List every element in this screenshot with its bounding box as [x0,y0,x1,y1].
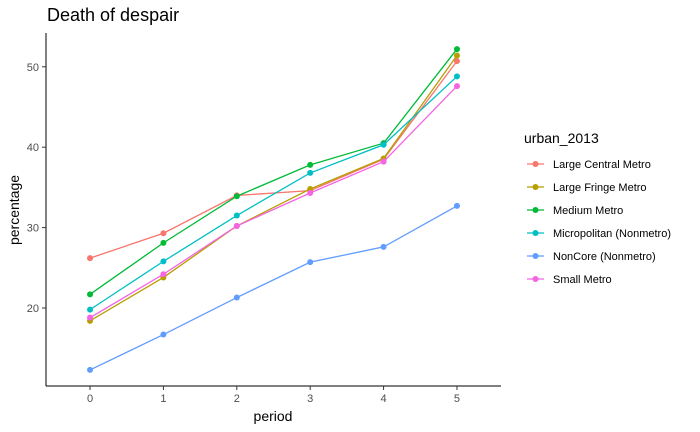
series-line [89,75,458,311]
plot-area: 0 1 2 3 4 5 20 30 40 50 [27,33,501,405]
legend-label: Large Central Metro [553,159,651,171]
series-line [89,55,458,322]
data-point [453,58,460,65]
legend-items: Large Central Metro Large Fringe Metro Med… [527,159,671,286]
data-point [453,202,460,209]
legend-key-point [532,184,539,190]
series-3 [87,73,460,313]
legend-item: Large Central Metro [527,159,651,171]
data-point [307,161,314,168]
legend-item: Micropolitan (Nonmetro) [527,228,671,240]
data-point [233,294,240,301]
data-point [453,46,460,53]
y-tick-label: 20 [27,303,39,315]
legend-title: urban_2013 [524,130,599,146]
series-line [89,48,458,295]
series-4 [87,202,460,373]
data-point [87,314,94,321]
data-point [160,271,167,278]
legend-item: Large Fringe Metro [527,182,647,194]
legend-item: Medium Metro [527,205,623,217]
legend-label: Micropolitan (Nonmetro) [553,228,671,240]
y-tick-label: 40 [27,142,39,154]
legend-label: Medium Metro [553,205,623,217]
y-tick-label: 50 [27,62,39,74]
x-tick-label: 1 [160,393,166,405]
data-point [160,230,167,237]
series-2 [87,46,460,298]
series-layer [87,46,460,373]
legend-key-point [532,230,539,236]
legend-item: Small Metro [527,274,612,286]
data-point [160,239,167,246]
legend-key-point [532,161,539,167]
legend-key-point [532,276,539,282]
data-point [307,259,314,266]
data-point [233,212,240,219]
x-axis-title: period [254,408,293,424]
legend: urban_2013 Large Central Metro Large Frin… [524,130,671,286]
legend-key-point [532,253,539,259]
data-point [307,169,314,176]
x-tick-label: 2 [234,393,240,405]
y-axis-title: percentage [6,175,22,245]
x-tick-label: 3 [307,393,313,405]
legend-label: Large Fringe Metro [553,182,647,194]
data-point [233,222,240,229]
data-point [87,291,94,298]
series-0 [87,58,460,262]
data-point [87,306,94,313]
series-line [89,205,458,371]
series-5 [87,83,460,321]
legend-item: NonCore (Nonmetro) [527,251,656,263]
x-tick-label: 0 [87,393,93,405]
data-point [453,52,460,59]
x-tick-label: 5 [454,393,460,405]
series-line [89,60,458,259]
data-point [160,258,167,265]
legend-label: Small Metro [553,274,612,286]
data-point [380,141,387,148]
y-ticks: 20 30 40 50 [27,62,46,315]
chart-title: Death of despair [47,5,179,25]
x-ticks: 0 1 2 3 4 5 [87,386,460,405]
data-point [380,158,387,165]
y-tick-label: 30 [27,223,39,235]
series-1 [87,52,460,324]
data-point [453,83,460,90]
legend-key-point [532,207,539,213]
data-point [87,366,94,373]
legend-label: NonCore (Nonmetro) [553,251,656,263]
data-point [453,73,460,80]
x-tick-label: 4 [381,393,387,405]
data-point [233,193,240,200]
data-point [160,331,167,338]
data-point [380,243,387,250]
data-point [87,255,94,262]
data-point [307,190,314,197]
series-line [89,85,458,319]
